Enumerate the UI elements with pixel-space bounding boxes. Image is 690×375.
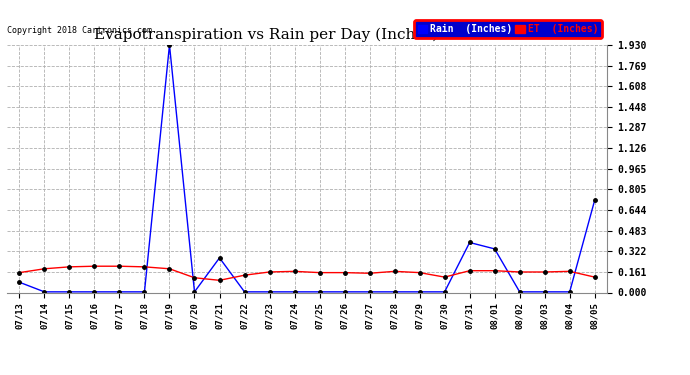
Rain  (Inches): [290, 290, 299, 294]
ET  (Inches): [366, 271, 374, 276]
Rain  (Inches): [566, 290, 574, 294]
ET  (Inches): [140, 265, 148, 269]
ET  (Inches): [466, 268, 474, 273]
Line: ET  (Inches): ET (Inches): [18, 264, 596, 282]
ET  (Inches): [290, 269, 299, 274]
ET  (Inches): [566, 269, 574, 274]
Rain  (Inches): [66, 290, 74, 294]
ET  (Inches): [515, 270, 524, 274]
ET  (Inches): [215, 278, 224, 283]
ET  (Inches): [491, 268, 499, 273]
Rain  (Inches): [215, 256, 224, 260]
Rain  (Inches): [240, 290, 248, 294]
ET  (Inches): [115, 264, 124, 268]
ET  (Inches): [591, 275, 599, 279]
Rain  (Inches): [515, 290, 524, 294]
Rain  (Inches): [40, 290, 48, 294]
ET  (Inches): [315, 270, 324, 275]
ET  (Inches): [415, 270, 424, 275]
ET  (Inches): [440, 275, 449, 279]
ET  (Inches): [340, 270, 348, 275]
ET  (Inches): [391, 269, 399, 274]
ET  (Inches): [66, 265, 74, 269]
ET  (Inches): [40, 267, 48, 271]
Rain  (Inches): [166, 43, 174, 47]
Rain  (Inches): [491, 247, 499, 251]
Rain  (Inches): [466, 240, 474, 245]
Rain  (Inches): [140, 290, 148, 294]
ET  (Inches): [90, 264, 99, 268]
Rain  (Inches): [440, 290, 449, 294]
Title: Evapotranspiration vs Rain per Day (Inches) 20180806: Evapotranspiration vs Rain per Day (Inch…: [94, 28, 520, 42]
Text: Copyright 2018 Cartronics.com: Copyright 2018 Cartronics.com: [7, 26, 152, 35]
ET  (Inches): [190, 276, 199, 280]
ET  (Inches): [540, 270, 549, 274]
ET  (Inches): [15, 270, 23, 275]
Rain  (Inches): [315, 290, 324, 294]
Rain  (Inches): [90, 290, 99, 294]
Line: Rain  (Inches): Rain (Inches): [18, 43, 596, 294]
Rain  (Inches): [415, 290, 424, 294]
Legend: Rain  (Inches), ET  (Inches): Rain (Inches), ET (Inches): [413, 20, 602, 38]
Rain  (Inches): [391, 290, 399, 294]
Rain  (Inches): [591, 198, 599, 202]
Rain  (Inches): [115, 290, 124, 294]
ET  (Inches): [266, 270, 274, 274]
Rain  (Inches): [266, 290, 274, 294]
Rain  (Inches): [340, 290, 348, 294]
ET  (Inches): [240, 273, 248, 278]
Rain  (Inches): [15, 280, 23, 285]
Rain  (Inches): [190, 290, 199, 294]
Rain  (Inches): [366, 290, 374, 294]
Rain  (Inches): [540, 290, 549, 294]
ET  (Inches): [166, 267, 174, 271]
